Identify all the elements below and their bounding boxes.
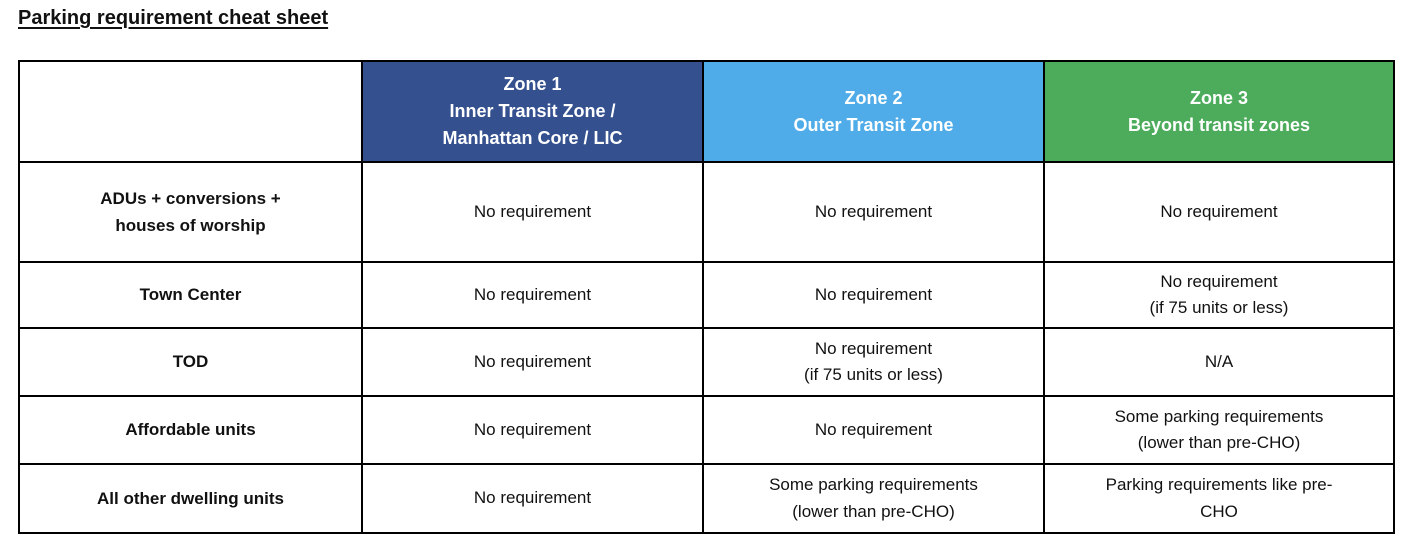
parking-requirement-table: Zone 1 Inner Transit Zone / Manhattan Co… [18,60,1395,534]
header-row: Zone 1 Inner Transit Zone / Manhattan Co… [18,60,1395,163]
cell-affordable-zone1: No requirement [361,395,704,465]
column-header-zone3: Zone 3 Beyond transit zones [1043,60,1395,163]
table-row-adus: ADUs + conversions + houses of worship N… [18,161,1395,263]
cell-adus-zone3: No requirement [1043,161,1395,263]
cell-affordable-zone3: Some parking requirements (lower than pr… [1043,395,1395,465]
page-title: Parking requirement cheat sheet [18,7,329,29]
cell-all-other-zone1: No requirement [361,463,704,534]
cell-town-center-zone3: No requirement (if 75 units or less) [1043,261,1395,329]
cell-tod-zone2: No requirement (if 75 units or less) [702,327,1045,397]
cell-town-center-zone1: No requirement [361,261,704,329]
column-header-zone1: Zone 1 Inner Transit Zone / Manhattan Co… [361,60,704,163]
row-label: Affordable units [18,395,363,465]
column-header-zone2: Zone 2 Outer Transit Zone [702,60,1045,163]
cell-tod-zone3: N/A [1043,327,1395,397]
row-label: Town Center [18,261,363,329]
table-row-affordable-units: Affordable units No requirement No requi… [18,395,1395,465]
table-row-town-center: Town Center No requirement No requiremen… [18,261,1395,329]
row-label: TOD [18,327,363,397]
cell-affordable-zone2: No requirement [702,395,1045,465]
cell-all-other-zone3: Parking requirements like pre- CHO [1043,463,1395,534]
corner-cell [18,60,363,163]
table-row-all-other-dwelling-units: All other dwelling units No requirement … [18,463,1395,534]
row-label: All other dwelling units [18,463,363,534]
cell-town-center-zone2: No requirement [702,261,1045,329]
cell-tod-zone1: No requirement [361,327,704,397]
cell-all-other-zone2: Some parking requirements (lower than pr… [702,463,1045,534]
table-body: ADUs + conversions + houses of worship N… [18,161,1395,534]
row-label: ADUs + conversions + houses of worship [18,161,363,263]
cell-adus-zone2: No requirement [702,161,1045,263]
table-header: Zone 1 Inner Transit Zone / Manhattan Co… [18,60,1395,163]
cell-adus-zone1: No requirement [361,161,704,263]
page: Parking requirement cheat sheet Zone 1 I… [18,7,1395,534]
table-row-tod: TOD No requirement No requirement (if 75… [18,327,1395,397]
